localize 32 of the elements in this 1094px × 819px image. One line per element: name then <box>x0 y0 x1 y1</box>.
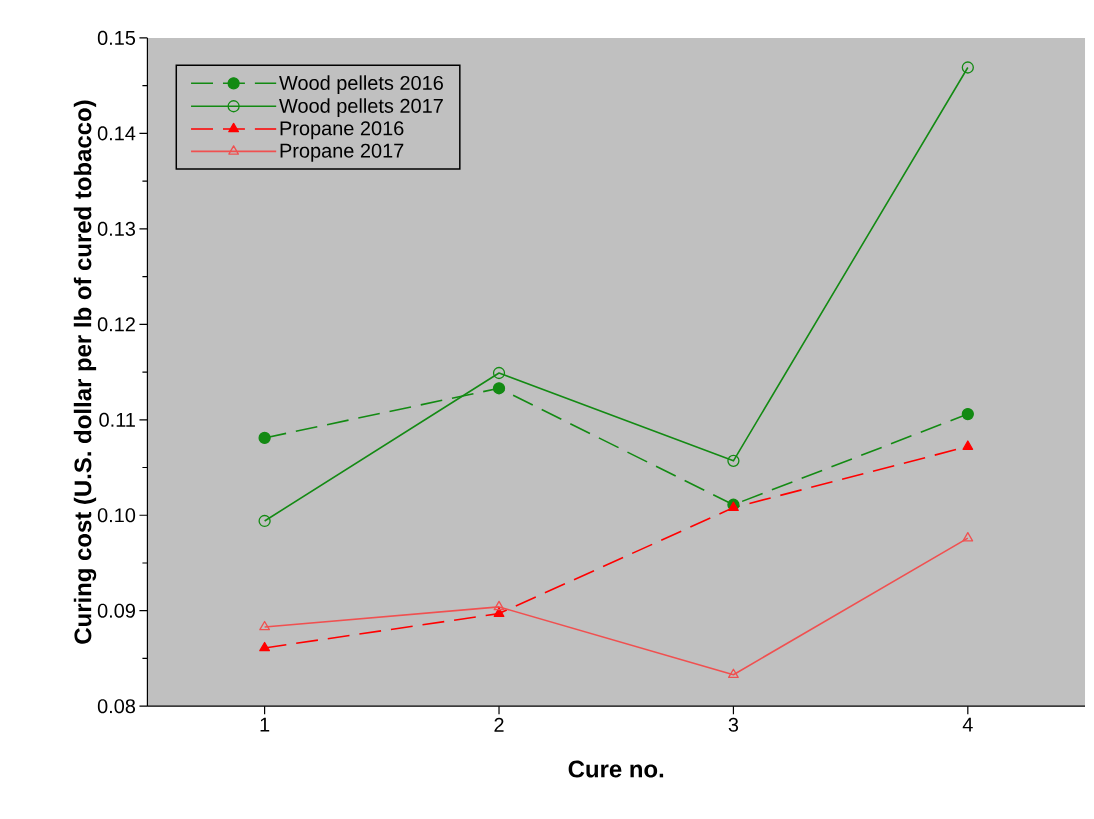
legend-label: Wood pellets 2017 <box>279 98 443 117</box>
point <box>258 431 271 445</box>
x-tick-label: 4 <box>962 717 973 732</box>
y-tick-label: 0.14 <box>97 126 136 141</box>
point <box>492 382 506 395</box>
point <box>961 407 974 421</box>
y-tick-label: 0.11 <box>99 412 135 427</box>
x-tick-label: 2 <box>494 717 504 732</box>
legend-label: Propane 2016 <box>280 121 404 140</box>
y-tick-label: 0.08 <box>97 699 136 714</box>
point <box>728 668 739 679</box>
y-axis-title: Curing cost (U.S. dollar per lb of cured tobacco) <box>73 100 97 644</box>
legend-label: Wood pellets 2016 <box>279 75 443 94</box>
point <box>493 607 505 618</box>
y-tick-label: 0.09 <box>97 603 135 618</box>
legend-label: Propane 2017 <box>280 143 404 162</box>
point <box>962 532 974 542</box>
point <box>961 61 974 74</box>
y-tick-label: 0.10 <box>97 508 136 523</box>
point <box>259 641 271 652</box>
y-tick-label: 0.13 <box>97 221 136 236</box>
point <box>962 440 974 450</box>
point <box>493 600 505 611</box>
y-tick-label: 0.12 <box>97 317 135 332</box>
point <box>258 514 271 528</box>
x-tick-label: 1 <box>260 717 270 732</box>
point <box>727 454 740 468</box>
point <box>259 620 271 631</box>
y-tick-label: 0.15 <box>97 30 136 45</box>
x-axis-title: Cure no. <box>568 760 664 778</box>
point <box>492 366 506 380</box>
x-tick-label: 3 <box>728 717 739 732</box>
